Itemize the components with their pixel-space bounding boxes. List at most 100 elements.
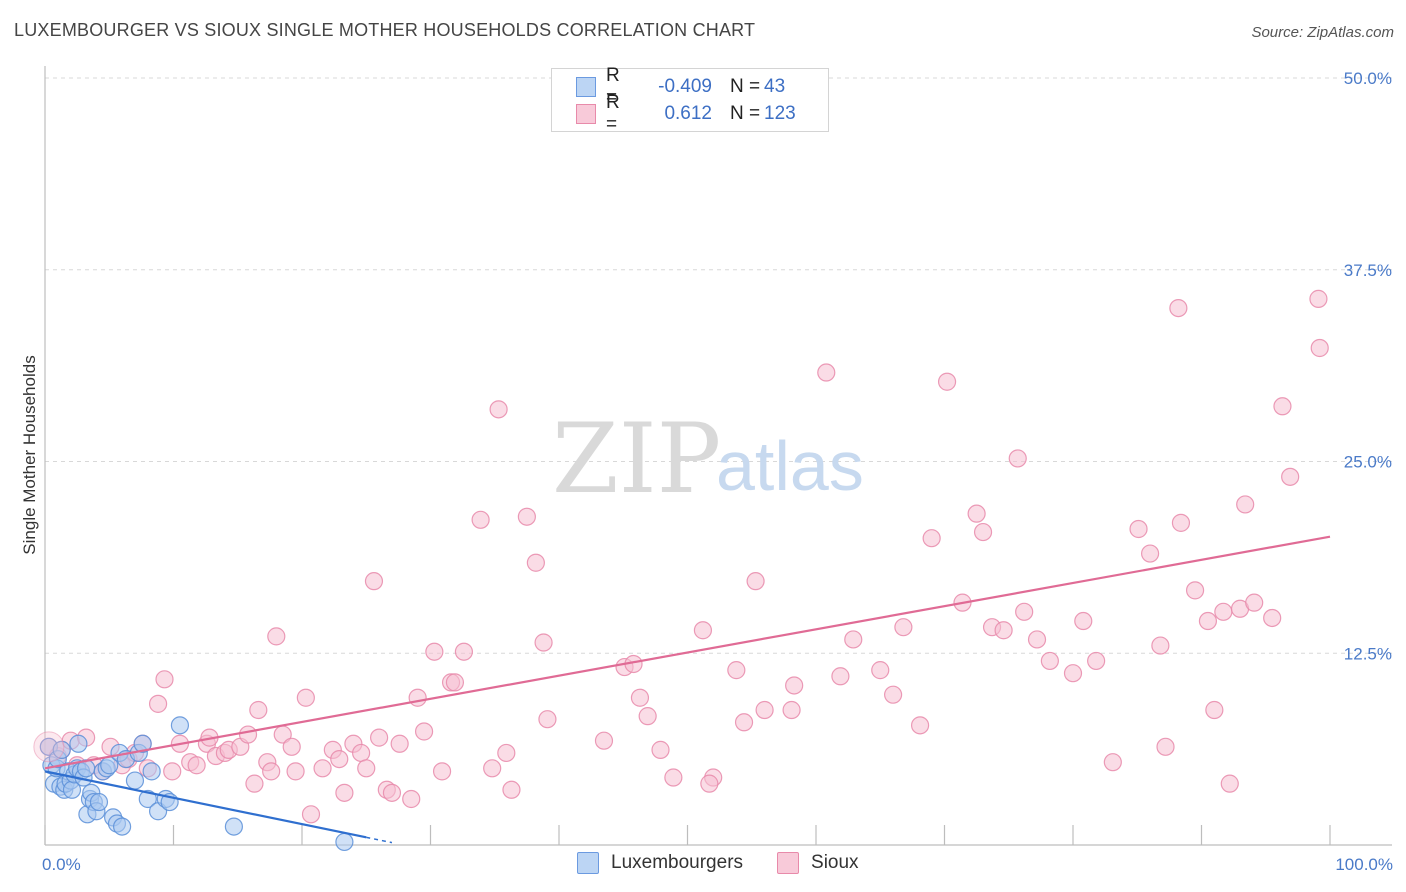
sioux-point <box>1074 611 1093 631</box>
legend-n-value: 43 <box>764 76 786 97</box>
sioux-point <box>785 676 804 695</box>
luxembourger-point <box>125 771 145 790</box>
sioux-point <box>746 572 765 591</box>
sioux-point <box>497 743 516 763</box>
source-label: Source: ZipAtlas.com <box>1251 24 1394 41</box>
series-swatch-pink <box>777 852 800 874</box>
sioux-point <box>1151 636 1170 655</box>
sioux-point <box>638 707 657 726</box>
y-tick-label: 12.5% <box>1344 644 1392 663</box>
luxembourger-point <box>224 817 243 836</box>
sioux-point <box>594 731 614 750</box>
series-legend-sioux[interactable]: Sioux <box>777 852 859 874</box>
sioux-point <box>693 621 713 640</box>
sioux-point <box>1205 700 1224 720</box>
x-tick-label: 100.0% <box>1335 855 1393 874</box>
sioux-point <box>1214 602 1233 621</box>
sioux-point <box>727 661 746 680</box>
legend-r-value: -0.409 <box>658 76 712 97</box>
sioux-point <box>664 768 683 787</box>
sioux-point <box>301 805 321 824</box>
sioux-point <box>445 673 465 692</box>
sioux-point <box>489 400 508 419</box>
y-tick-label: 25.0% <box>1344 453 1392 472</box>
sioux-point <box>286 762 305 781</box>
sioux-point <box>187 756 206 775</box>
sioux-point <box>973 522 993 542</box>
points-layer <box>33 289 1329 852</box>
sioux-point <box>517 507 536 526</box>
sioux-point <box>408 688 427 707</box>
tick-layer: 12.5% 25.0% 37.5% 50.0% 0.0% 100.0% <box>42 69 1393 874</box>
x-tick-label: 0.0% <box>42 855 81 874</box>
legend-r-value: 0.612 <box>664 103 712 124</box>
sioux-point <box>817 363 836 382</box>
sioux-point <box>370 728 389 747</box>
luxembourger-point <box>142 762 161 781</box>
luxembourger-trend-extension <box>366 836 393 844</box>
sioux-point <box>502 780 521 799</box>
sioux-point <box>1281 467 1300 486</box>
legend-n-value: 123 <box>764 103 796 124</box>
luxembourger-point <box>133 734 152 753</box>
sioux-point <box>994 621 1013 640</box>
sioux-point <box>352 743 371 763</box>
sioux-point <box>910 716 930 735</box>
sioux-point <box>483 759 502 778</box>
legend-n-label: N = <box>730 103 761 124</box>
sioux-point <box>1273 397 1292 416</box>
sioux-point <box>782 700 801 720</box>
legend-swatch-pink <box>576 104 596 124</box>
sioux-point <box>267 627 286 646</box>
luxembourger-point <box>89 792 109 812</box>
sioux-point <box>1140 544 1160 563</box>
sioux-point <box>382 783 402 802</box>
sioux-point <box>538 710 557 729</box>
sioux-point <box>1198 611 1218 631</box>
legend-row-sioux: R = 0.612 N = 123 <box>576 92 804 135</box>
series-legend-label: Sioux <box>811 852 859 873</box>
sioux-point <box>313 759 332 778</box>
sioux-point <box>937 372 957 391</box>
sioux-point <box>871 661 890 680</box>
sioux-point <box>844 630 863 649</box>
sioux-point <box>1220 774 1239 793</box>
sioux-point <box>1008 449 1027 468</box>
sioux-point <box>1263 608 1282 628</box>
sioux-point <box>651 740 670 759</box>
series-legend-luxembourgers[interactable]: Luxembourgers <box>577 852 743 874</box>
sioux-point <box>1309 289 1328 308</box>
sioux-point <box>894 618 913 637</box>
sioux-point <box>155 670 174 689</box>
sioux-point <box>163 762 182 781</box>
series-swatch-blue <box>577 852 599 874</box>
watermark-atlas: atlas <box>716 427 864 505</box>
legend-row-luxembourgers: R = -0.409 N = 43 <box>576 65 804 108</box>
sioux-point <box>357 759 376 778</box>
grid-layer <box>45 77 1392 654</box>
watermark-zip: ZIP <box>552 403 721 515</box>
sioux-point <box>1156 737 1175 756</box>
y-tick-label: 37.5% <box>1344 261 1392 280</box>
chart-title: LUXEMBOURGER VS SIOUX SINGLE MOTHER HOUS… <box>14 20 756 40</box>
luxembourger-point <box>170 716 190 735</box>
sioux-point <box>1185 581 1205 600</box>
sioux-point <box>282 737 301 756</box>
luxembourger-point <box>112 817 132 836</box>
legend-r-label: R = <box>606 92 620 135</box>
axis-layer <box>44 66 1392 846</box>
sioux-point <box>330 749 349 769</box>
sioux-trend-line <box>44 535 1331 770</box>
sioux-point <box>296 688 315 707</box>
sioux-point <box>471 510 490 529</box>
legend-r-label: R = <box>606 65 620 108</box>
sioux-point <box>238 725 258 744</box>
sioux-point <box>454 642 474 661</box>
y-axis-label: Single Mother Households <box>20 355 39 554</box>
watermark: ZIP atlas <box>552 403 864 515</box>
sioux-point <box>1040 651 1059 671</box>
sioux-point <box>33 731 65 763</box>
series-legend: Luxembourgers Sioux <box>577 852 893 874</box>
sioux-point <box>534 633 553 652</box>
